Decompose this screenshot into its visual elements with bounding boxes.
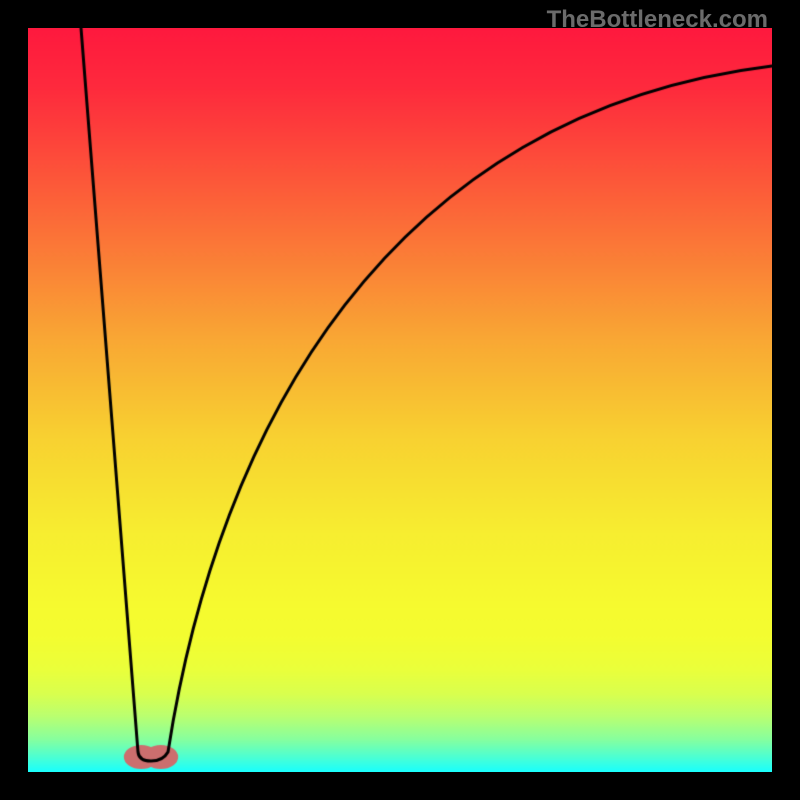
chart-container: { "watermark": { "text": "TheBottleneck.…	[0, 0, 800, 800]
watermark-text: TheBottleneck.com	[547, 6, 768, 34]
bottleneck-curve	[28, 28, 772, 772]
plot-area	[28, 28, 772, 772]
